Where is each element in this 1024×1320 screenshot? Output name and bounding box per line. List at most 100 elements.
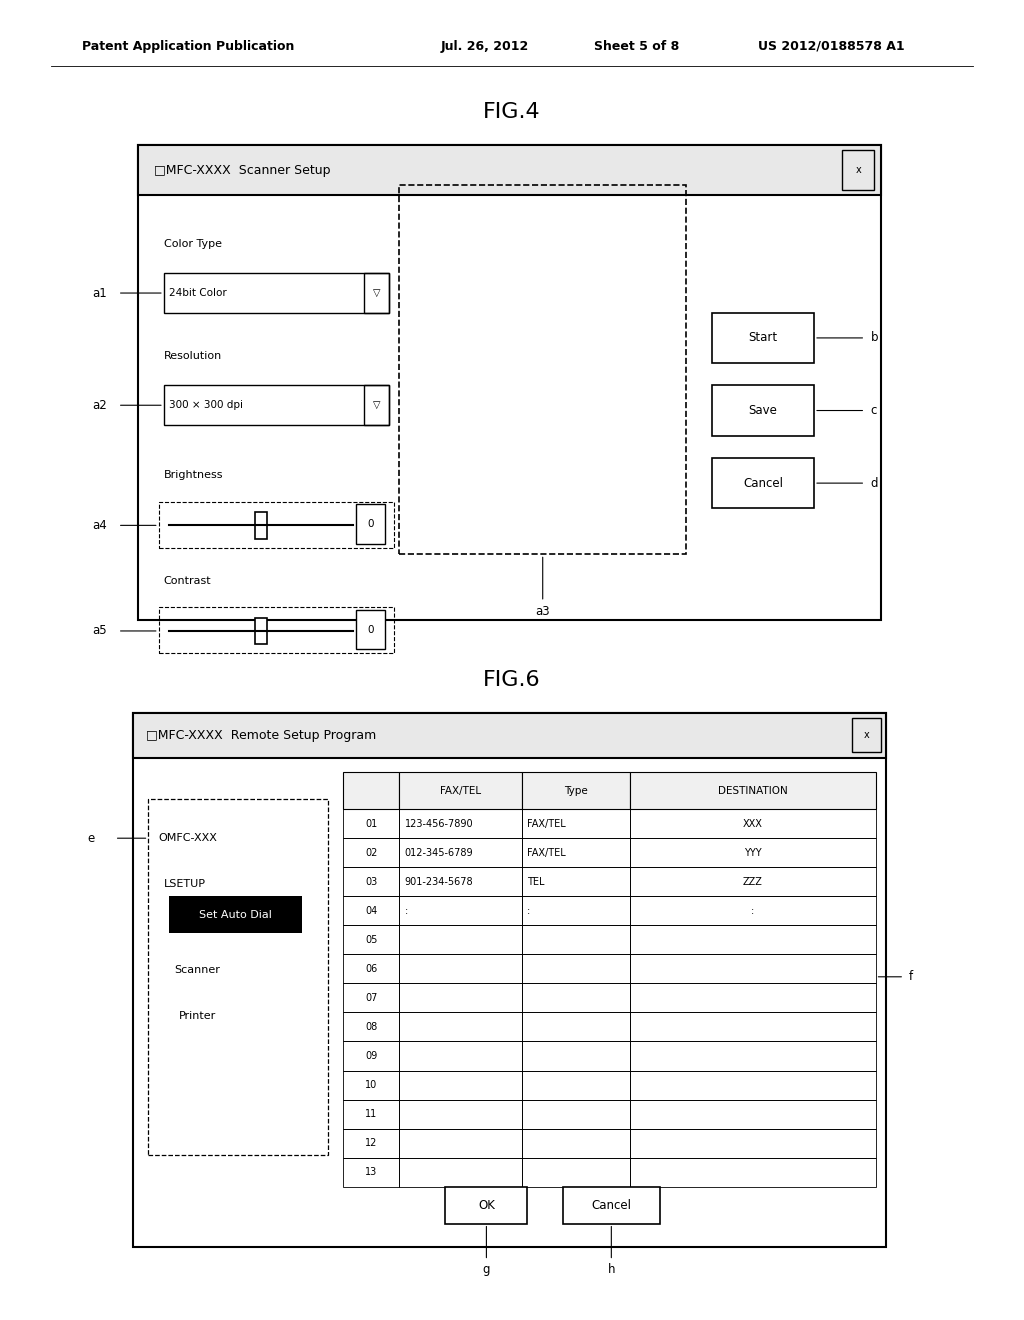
Text: a4: a4 [92, 519, 106, 532]
Bar [399, 1158, 522, 1187]
Text: 06: 06 [366, 964, 377, 974]
Bar [343, 1041, 399, 1071]
Bar [364, 385, 389, 425]
Bar [630, 1012, 876, 1041]
Bar [630, 1041, 876, 1071]
Text: Cancel: Cancel [591, 1199, 632, 1212]
Bar [712, 458, 814, 508]
Bar [852, 718, 881, 752]
Bar [522, 838, 630, 867]
Bar [356, 504, 385, 544]
Bar [522, 1158, 630, 1187]
Bar [343, 1129, 399, 1158]
Bar [343, 1100, 399, 1129]
Bar [356, 610, 385, 649]
Text: d: d [870, 477, 878, 490]
Text: LSETUP: LSETUP [164, 879, 206, 890]
Bar [399, 925, 522, 954]
Bar [712, 313, 814, 363]
Text: 300 × 300 dpi: 300 × 300 dpi [169, 400, 243, 411]
Bar [169, 896, 302, 933]
Text: a5: a5 [92, 624, 106, 638]
Bar [522, 954, 630, 983]
Text: ▽: ▽ [373, 400, 381, 411]
Text: 901-234-5678: 901-234-5678 [404, 876, 473, 887]
Text: Printer: Printer [179, 1011, 216, 1022]
Text: Sheet 5 of 8: Sheet 5 of 8 [594, 40, 679, 53]
Bar [630, 1158, 876, 1187]
Bar [563, 1187, 660, 1224]
Bar [399, 809, 522, 838]
Text: TEL: TEL [527, 876, 545, 887]
Bar [399, 1071, 522, 1100]
Bar [399, 1012, 522, 1041]
Bar [399, 185, 686, 554]
Text: DESTINATION: DESTINATION [718, 785, 787, 796]
Text: OK: OK [478, 1199, 495, 1212]
Text: FAX/TEL: FAX/TEL [440, 785, 481, 796]
Text: ZZZ: ZZZ [742, 876, 763, 887]
Bar [522, 983, 630, 1012]
Text: Patent Application Publication: Patent Application Publication [82, 40, 294, 53]
Bar [343, 925, 399, 954]
Text: g: g [482, 1226, 490, 1276]
Text: Color Type: Color Type [164, 239, 222, 249]
Bar [630, 838, 876, 867]
Bar [159, 607, 394, 653]
Text: □MFC-XXXX  Remote Setup Program: □MFC-XXXX Remote Setup Program [146, 729, 377, 742]
Bar [399, 896, 522, 925]
Bar [399, 1041, 522, 1071]
Bar [630, 1071, 876, 1100]
Bar [343, 772, 399, 809]
Text: Save: Save [749, 404, 777, 417]
Bar [399, 983, 522, 1012]
Bar [343, 983, 399, 1012]
Text: Set Auto Dial: Set Auto Dial [199, 909, 272, 920]
Text: 12: 12 [365, 1138, 378, 1148]
Text: Scanner: Scanner [174, 965, 220, 975]
Text: ▽: ▽ [373, 288, 381, 298]
Bar [133, 713, 886, 758]
Text: e: e [87, 832, 94, 845]
Text: 0: 0 [368, 519, 374, 529]
Text: a1: a1 [92, 286, 106, 300]
Bar [343, 838, 399, 867]
Bar [522, 772, 630, 809]
Text: FIG.6: FIG.6 [483, 669, 541, 690]
Bar [522, 1100, 630, 1129]
Text: x: x [855, 165, 861, 176]
Bar [522, 1071, 630, 1100]
Bar [159, 502, 394, 548]
Text: Jul. 26, 2012: Jul. 26, 2012 [440, 40, 528, 53]
Bar [630, 867, 876, 896]
Bar [522, 1041, 630, 1071]
Bar [343, 896, 399, 925]
Bar [255, 618, 267, 644]
Bar [522, 1129, 630, 1158]
Text: 09: 09 [366, 1051, 377, 1061]
Text: c: c [870, 404, 877, 417]
Text: 05: 05 [365, 935, 378, 945]
Bar [522, 809, 630, 838]
Text: YYY: YYY [743, 847, 762, 858]
Text: Start: Start [749, 331, 777, 345]
Text: 24bit Color: 24bit Color [169, 288, 226, 298]
Bar [630, 983, 876, 1012]
Text: Type: Type [564, 785, 588, 796]
Bar [343, 954, 399, 983]
Bar [630, 809, 876, 838]
Text: FIG.4: FIG.4 [483, 102, 541, 123]
Bar [712, 385, 814, 436]
Text: :: : [751, 906, 755, 916]
Text: h: h [607, 1226, 615, 1276]
Bar [133, 713, 886, 1247]
Bar [399, 772, 522, 809]
Text: 13: 13 [366, 1167, 377, 1177]
Bar [630, 925, 876, 954]
Bar [522, 925, 630, 954]
Bar [138, 145, 881, 620]
Bar [138, 145, 881, 195]
Text: 03: 03 [366, 876, 377, 887]
Text: 0: 0 [368, 624, 374, 635]
Text: 10: 10 [366, 1080, 377, 1090]
